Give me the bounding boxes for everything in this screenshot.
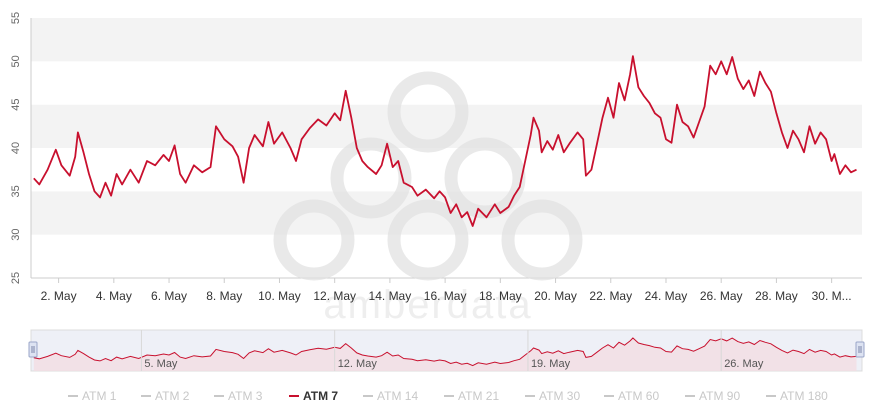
- watermark-ring-icon: [387, 71, 469, 153]
- legend-item[interactable]: ATM 180: [766, 389, 828, 403]
- navigator-handle[interactable]: [28, 341, 38, 358]
- watermark-ring-icon: [501, 199, 583, 281]
- legend-label[interactable]: ATM 14: [377, 389, 418, 403]
- x-tick-label: 8. May: [206, 289, 242, 303]
- x-tick-label: 6. May: [151, 289, 187, 303]
- y-tick-label: 35: [10, 185, 22, 197]
- x-tick-label: 10. May: [258, 289, 301, 303]
- legend-item[interactable]: ATM 21: [444, 389, 499, 403]
- legend-item[interactable]: ATM 90: [685, 389, 740, 403]
- legend-label[interactable]: ATM 30: [539, 389, 580, 403]
- navigator-tick-label: 19. May: [531, 358, 571, 370]
- y-tick-label: 25: [10, 272, 22, 284]
- watermark-ring-icon: [444, 137, 526, 219]
- series-layer: [33, 55, 857, 227]
- navigator-handle-grip-icon[interactable]: [28, 341, 38, 358]
- legend-label[interactable]: ATM 90: [699, 389, 740, 403]
- navigator-tick-label: 26. May: [724, 358, 764, 370]
- legend-item[interactable]: ATM 60: [604, 389, 659, 403]
- x-tick-label: 24. May: [645, 289, 688, 303]
- legend-label[interactable]: ATM 180: [780, 389, 828, 403]
- legend-label[interactable]: ATM 2: [155, 389, 190, 403]
- x-axis: 2. May 4. May 6. May 8. May 10. May 12. May 14…: [41, 278, 852, 303]
- watermark-ring-icon: [330, 137, 412, 219]
- legend-item[interactable]: ATM 1: [68, 389, 117, 403]
- watermark-text: amberdata: [323, 283, 532, 327]
- legend-label[interactable]: ATM 1: [82, 389, 117, 403]
- legend: ATM 1 ATM 2 ATM 3 ATM 7 ATM 14 ATM 21 ATM 30 AT…: [68, 389, 828, 403]
- x-tick-label: 12. May: [313, 289, 356, 303]
- navigator-handle[interactable]: [855, 341, 865, 358]
- y-tick-label: 30: [10, 229, 22, 241]
- legend-item[interactable]: ATM 30: [525, 389, 580, 403]
- legend-label[interactable]: ATM 3: [228, 389, 263, 403]
- watermark-ring-icon: [387, 199, 469, 281]
- x-tick-label: 22. May: [589, 289, 632, 303]
- x-tick-label: 28. May: [755, 289, 798, 303]
- watermark-ring-icon: [273, 199, 355, 281]
- navigator-series-line: [33, 337, 857, 367]
- legend-label[interactable]: ATM 7: [303, 389, 338, 403]
- amberdata-watermark: amberdata: [273, 71, 583, 327]
- y-axis-ticks: 25 30 35 40 45 50 55: [10, 12, 22, 284]
- y-tick-label: 55: [10, 12, 22, 24]
- x-tick-label: 30. M...: [812, 289, 852, 303]
- x-tick-label: 16. May: [424, 289, 467, 303]
- y-tick-label: 40: [10, 142, 22, 154]
- x-tick-label: 18. May: [479, 289, 522, 303]
- navigator-tick-label: 12. May: [338, 358, 378, 370]
- legend-label[interactable]: ATM 21: [458, 389, 499, 403]
- y-tick-label: 50: [10, 55, 22, 67]
- grid-band: [31, 18, 862, 62]
- x-tick-label: 2. May: [41, 289, 77, 303]
- y-tick-label: 45: [10, 99, 22, 111]
- legend-label[interactable]: ATM 60: [618, 389, 659, 403]
- navigator-handle-grip-icon[interactable]: [855, 341, 865, 358]
- x-tick-label: 20. May: [534, 289, 577, 303]
- x-tick-label: 26. May: [700, 289, 743, 303]
- series-line-atm-7[interactable]: [33, 55, 857, 227]
- x-tick-label: 14. May: [369, 289, 412, 303]
- navigator: 5. May 12. May 19. May 26. May: [28, 329, 865, 372]
- legend-item[interactable]: ATM 3: [214, 389, 263, 403]
- legend-item[interactable]: ATM 7: [289, 389, 338, 403]
- legend-item[interactable]: ATM 14: [363, 389, 418, 403]
- navigator-tick-label: 5. May: [144, 358, 178, 370]
- x-tick-label: 4. May: [96, 289, 132, 303]
- legend-item[interactable]: ATM 2: [141, 389, 190, 403]
